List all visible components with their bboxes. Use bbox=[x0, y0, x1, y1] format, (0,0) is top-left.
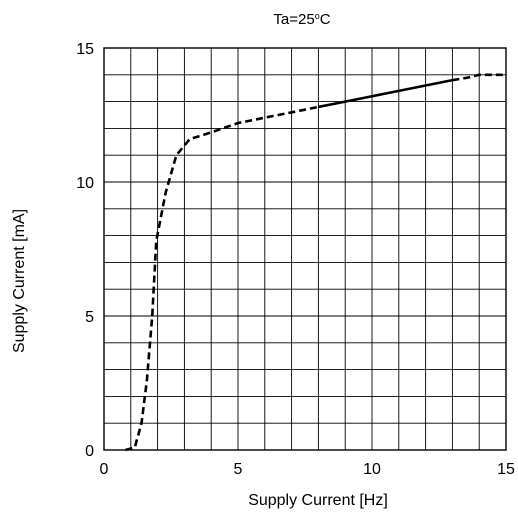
y-tick-label: 5 bbox=[85, 309, 94, 326]
y-tick-label: 0 bbox=[85, 443, 94, 460]
x-axis-label: Supply Current [Hz] bbox=[248, 492, 388, 509]
chart-title: Ta=25oC bbox=[273, 11, 330, 28]
y-axis-label: Supply Current [mA] bbox=[11, 209, 28, 353]
y-tick-label: 15 bbox=[76, 41, 94, 58]
x-tick-label: 10 bbox=[363, 461, 381, 478]
x-tick-label: 5 bbox=[234, 461, 243, 478]
series-line-2-solid bbox=[318, 78, 453, 109]
y-tick-label: 10 bbox=[76, 175, 94, 192]
plot-frame bbox=[103, 47, 507, 451]
tick-labels: 0 5 10 15 0 5 10 15 bbox=[76, 41, 515, 478]
x-tick-label: 15 bbox=[497, 461, 515, 478]
chart-grid bbox=[104, 48, 506, 450]
x-tick-label: 0 bbox=[100, 461, 109, 478]
chart-series bbox=[125, 73, 506, 452]
series-line-1-dashed bbox=[125, 105, 319, 452]
